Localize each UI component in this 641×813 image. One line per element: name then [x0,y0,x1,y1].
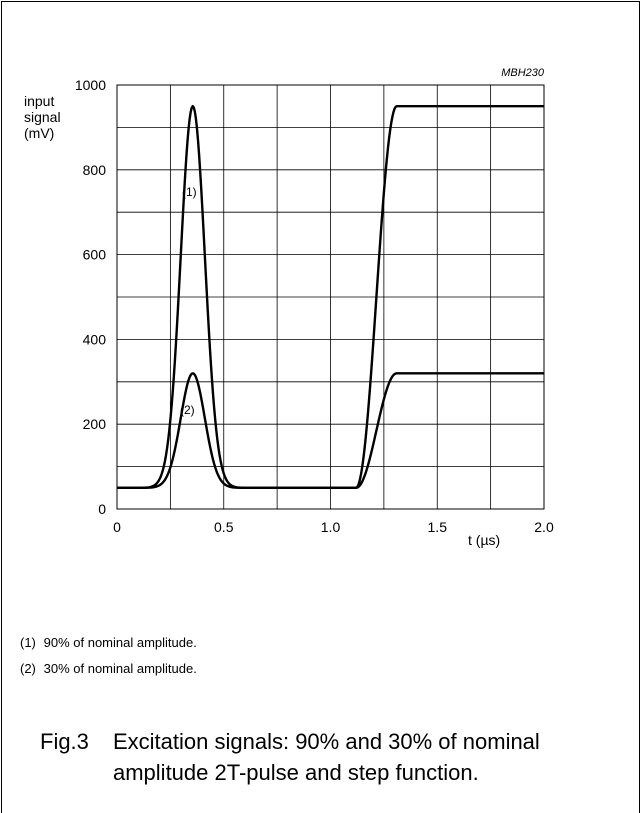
x-tick-label: 2.0 [534,519,554,535]
figure-code: MBH230 [501,67,545,79]
y-axis-label-line-2: signal [24,109,61,125]
x-axis-label: t (µs) [468,532,500,548]
note-1: (1) 90% of nominal amplitude. [20,630,197,656]
curves [116,105,545,489]
series-2-label: (2) [180,403,195,417]
y-tick-label: 1000 [75,77,106,93]
note-1-text: 90% of nominal amplitude. [43,635,197,650]
y-axis-label-line-1: input [24,93,54,109]
notes: (1) 90% of nominal amplitude. (2) 30% of… [20,630,197,682]
y-tick-label: 800 [83,162,107,178]
note-2-text: 30% of nominal amplitude. [43,661,197,676]
caption-line-1: Excitation signals: 90% and 30% of nomin… [113,729,540,754]
x-tick-label: 1.0 [321,519,341,535]
series-1-label: (1) [182,185,197,199]
y-tick-label: 0 [98,501,106,517]
y-axis-label-line-3: (mV) [24,125,54,141]
y-tick-label: 400 [83,331,107,347]
series-2-line [116,372,545,489]
x-tick-label: 0 [113,519,121,535]
note-2: (2) 30% of nominal amplitude. [20,656,197,682]
x-tick-label: 1.5 [428,519,448,535]
grid [117,85,544,509]
note-2-number: (2) [20,661,36,676]
figure-number: Fig.3 [40,729,89,754]
figure-caption: Fig.3 Excitation signals: 90% and 30% of … [40,726,630,788]
x-tick-label: 0.5 [214,519,234,535]
y-tick-labels: 0 200 400 600 800 1000 [75,77,106,517]
y-tick-label: 200 [83,416,107,432]
caption-line-2: amplitude 2T-pulse and step function. [113,760,479,785]
x-tick-labels: 0 0.5 1.0 1.5 2.0 [113,519,554,535]
plot-area [116,84,545,510]
chart: 0 200 400 600 800 1000 0 0.5 1.0 1.5 2.0 MBH230 i… [24,67,554,548]
note-1-number: (1) [20,635,36,650]
y-tick-label: 600 [83,247,107,263]
